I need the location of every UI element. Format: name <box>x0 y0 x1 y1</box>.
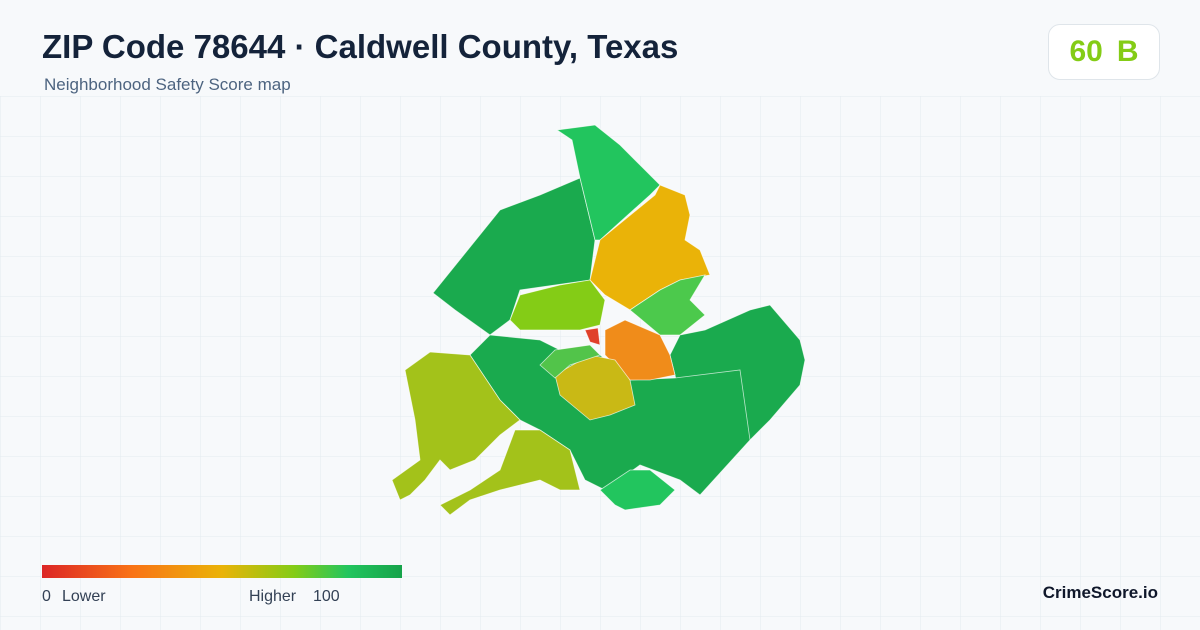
region <box>599 469 676 511</box>
region <box>554 354 636 421</box>
map-regions <box>391 124 806 516</box>
title: ZIP Code 78644 · Caldwell County, Texas <box>42 28 679 65</box>
region <box>584 327 601 346</box>
score: 60 <box>1069 35 1103 68</box>
region <box>391 351 521 501</box>
region <box>555 124 661 241</box>
legend-min-label: Lower <box>62 588 106 605</box>
legend-gradient <box>42 565 402 578</box>
legend-max-label: Higher <box>249 588 297 605</box>
region <box>539 344 601 379</box>
brand: CrimeScore.io <box>1042 583 1158 602</box>
region <box>589 184 711 311</box>
score-badge: 60 B <box>1048 24 1160 80</box>
subtitle: Neighborhood Safety Score map <box>44 75 291 94</box>
legend-min: 0 <box>42 588 51 605</box>
grade: B <box>1116 35 1139 68</box>
legend-max: 100 <box>313 588 340 605</box>
region <box>629 274 706 336</box>
region <box>439 429 581 516</box>
region <box>509 279 606 331</box>
